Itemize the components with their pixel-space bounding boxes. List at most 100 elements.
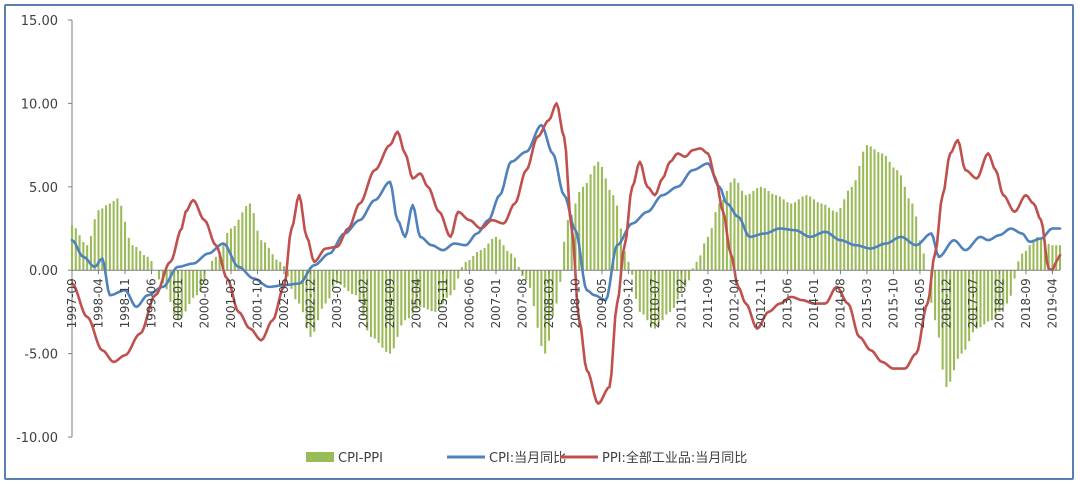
bar: [865, 145, 868, 271]
bar: [1040, 238, 1043, 271]
bar: [472, 256, 475, 271]
bar: [1047, 243, 1050, 271]
x-tick-label: 1997-09: [65, 278, 79, 328]
bar: [653, 270, 656, 329]
x-tick-label: 2000-01: [171, 278, 185, 328]
bar: [809, 196, 812, 271]
y-tick-label: 10.00: [21, 97, 58, 112]
bar: [722, 199, 725, 271]
x-tick-label: 2015-03: [860, 278, 874, 328]
bar: [657, 270, 660, 326]
bar: [767, 190, 770, 271]
legend: CPI-PPI CPI:当月同比 PPI:全部工业品:当月同比: [306, 450, 747, 466]
bar: [460, 267, 463, 271]
x-tick-label: 2004-09: [383, 278, 397, 328]
bar: [434, 270, 437, 312]
bar: [589, 174, 592, 271]
bar: [211, 260, 214, 271]
bar: [593, 165, 596, 271]
bar: [828, 207, 831, 271]
bar: [1017, 261, 1020, 271]
bar: [1024, 250, 1027, 271]
bar: [453, 270, 456, 291]
bar: [968, 270, 971, 342]
bar: [112, 200, 115, 271]
bar: [650, 270, 653, 326]
bar: [790, 203, 793, 271]
bar: [937, 270, 940, 338]
bar: [634, 270, 638, 299]
bar: [195, 270, 198, 296]
bar: [816, 202, 819, 271]
x-tick-label: 2008-10: [568, 278, 582, 328]
bar: [237, 219, 240, 271]
bar: [441, 270, 445, 304]
bar: [778, 196, 781, 271]
bar: [786, 202, 789, 271]
bar: [426, 270, 429, 310]
bar: [684, 270, 687, 287]
bar: [339, 270, 342, 285]
x-tick-label: 2001-10: [250, 278, 264, 328]
bar: [400, 270, 403, 326]
bar: [994, 270, 997, 318]
bar: [759, 186, 762, 271]
legend-swatch-bar: [306, 452, 334, 462]
bar: [975, 270, 978, 329]
bar: [282, 266, 286, 271]
x-tick-label: 2014-08: [833, 278, 847, 328]
bar: [491, 238, 494, 271]
bar: [335, 270, 339, 284]
bar: [298, 270, 301, 304]
x-tick-label: 2000-08: [197, 278, 211, 328]
bar: [903, 186, 906, 271]
bar: [248, 203, 251, 271]
bar: [233, 225, 236, 271]
bar: [169, 270, 172, 302]
bar: [797, 199, 800, 271]
x-tick-label: 2006-06: [462, 278, 476, 328]
x-tick-label: 2001-03: [224, 278, 238, 328]
bar: [176, 270, 180, 321]
bar: [574, 203, 577, 271]
x-tick-label: 2015-10: [886, 278, 900, 328]
x-tick-label: 2008-03: [542, 278, 556, 328]
bar: [915, 216, 918, 271]
bar: [824, 204, 827, 271]
y-tick-label: -5.00: [24, 348, 58, 363]
bar: [661, 270, 664, 321]
bar: [1005, 270, 1009, 304]
bar: [676, 270, 679, 300]
bar: [616, 205, 619, 271]
bar: [229, 228, 233, 271]
bar: [116, 198, 119, 271]
bar: [214, 256, 217, 271]
bar: [305, 270, 308, 329]
ppi-line: [70, 102, 1062, 405]
y-tick-label: 5.00: [29, 181, 58, 196]
x-tick-label: 2012-04: [727, 278, 741, 328]
bar: [960, 270, 963, 354]
bar: [362, 270, 365, 317]
bar: [536, 270, 539, 328]
legend-label: PPI:全部工业品:当月同比: [602, 450, 747, 466]
bar: [366, 270, 369, 331]
bar: [313, 270, 316, 332]
bar: [101, 208, 104, 271]
bar: [1032, 239, 1035, 271]
x-tick-label: 2018-09: [1019, 278, 1033, 328]
bar: [544, 270, 547, 354]
bar: [835, 211, 838, 271]
bar: [581, 186, 585, 271]
bar: [343, 270, 346, 288]
bar: [324, 270, 327, 304]
bar: [703, 243, 706, 271]
bar: [873, 149, 876, 271]
x-tick-label: 2016-05: [913, 278, 927, 328]
bar: [831, 210, 834, 271]
bar: [570, 214, 573, 271]
bar: [733, 178, 736, 271]
bar: [264, 242, 267, 271]
bar: [411, 270, 414, 314]
bar: [93, 219, 96, 271]
